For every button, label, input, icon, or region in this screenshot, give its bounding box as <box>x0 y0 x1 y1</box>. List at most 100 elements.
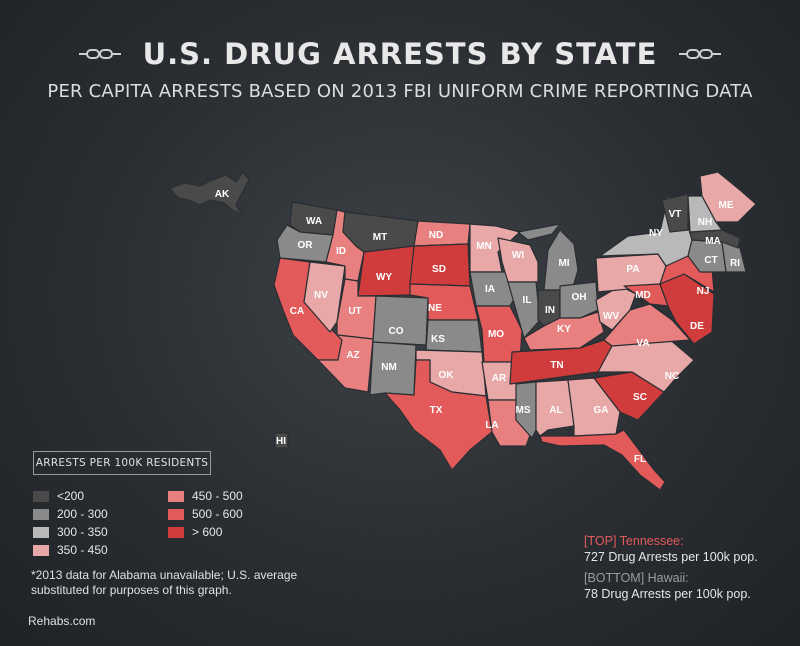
state-me[interactable] <box>699 171 757 223</box>
chain-icon <box>78 49 121 59</box>
legend-label: 450 - 500 <box>192 489 243 503</box>
state-fl[interactable] <box>539 429 666 491</box>
state-co[interactable] <box>372 295 429 346</box>
legend-swatch <box>33 490 49 502</box>
state-label-ct: CT <box>704 255 717 266</box>
state-label-ny: NY <box>649 228 663 239</box>
state-label-fl: FL <box>634 454 646 465</box>
chain-icon <box>679 49 722 59</box>
state-label-nd: ND <box>429 230 443 241</box>
state-label-wa: WA <box>306 216 322 227</box>
legend-item: 300 - 350 <box>33 523 108 541</box>
top-callout-body: 727 Drug Arrests per 100k pop. <box>584 550 758 564</box>
page-title: U.S. DRUG ARRESTS BY STATE <box>142 37 658 71</box>
state-label-md: MD <box>635 290 651 301</box>
legend-swatch <box>168 508 184 520</box>
legend-item: 350 - 450 <box>33 541 108 559</box>
state-label-mi: MI <box>558 258 569 269</box>
legend-label: 300 - 350 <box>57 525 108 539</box>
state-nh[interactable] <box>687 195 723 233</box>
state-label-az: AZ <box>346 350 359 361</box>
state-label-ms: MS <box>516 405 531 416</box>
state-label-nv: NV <box>314 290 328 301</box>
state-label-mn: MN <box>476 241 492 252</box>
state-label-tx: TX <box>430 405 443 416</box>
state-label-ky: KY <box>557 324 571 335</box>
state-label-ak: AK <box>215 189 230 200</box>
state-oh[interactable] <box>559 281 599 319</box>
legend-item: 450 - 500 <box>168 487 243 505</box>
state-vt[interactable] <box>661 193 689 233</box>
state-hi[interactable] <box>274 432 289 449</box>
state-label-wv: WV <box>603 311 619 322</box>
state-label-nc: NC <box>665 371 679 382</box>
bottom-callout-body: 78 Drug Arrests per 100k pop. <box>584 587 751 601</box>
state-label-il: IL <box>523 295 532 306</box>
state-label-or: OR <box>298 240 314 251</box>
state-label-hi: HI <box>276 436 286 447</box>
legend-item: 500 - 600 <box>168 505 243 523</box>
state-label-wi: WI <box>512 250 524 261</box>
footnote: *2013 data for Alabama unavailable; U.S.… <box>31 568 298 597</box>
state-tx[interactable] <box>384 359 493 471</box>
source-credit: Rehabs.com <box>28 614 96 628</box>
state-label-ga: GA <box>594 405 609 416</box>
state-label-pa: PA <box>626 264 639 275</box>
state-label-ia: IA <box>485 284 495 295</box>
state-label-ri: RI <box>730 258 740 269</box>
state-label-in: IN <box>545 305 555 316</box>
legend-title: ARRESTS PER 100K RESIDENTS <box>33 451 211 475</box>
state-label-co: CO <box>389 326 404 337</box>
legend-item: <200 <box>33 487 108 505</box>
state-ms[interactable] <box>515 381 537 439</box>
legend-swatch <box>33 526 49 538</box>
state-label-nj: NJ <box>697 286 710 297</box>
state-label-sd: SD <box>432 264 446 275</box>
legend-label: 350 - 450 <box>57 543 108 557</box>
legend-swatch <box>33 508 49 520</box>
legend-swatch <box>168 526 184 538</box>
state-label-ar: AR <box>492 373 507 384</box>
state-sc[interactable] <box>593 371 665 421</box>
subtitle: PER CAPITA ARRESTS BASED ON 2013 FBI UNI… <box>47 81 753 102</box>
state-label-nm: NM <box>381 362 397 373</box>
state-label-me: ME <box>719 200 734 211</box>
legend-label: <200 <box>57 489 85 503</box>
state-label-mt: MT <box>373 232 387 243</box>
state-ak[interactable] <box>169 171 250 215</box>
legend-label: > 600 <box>192 525 223 539</box>
state-label-oh: OH <box>572 292 587 303</box>
state-wy[interactable] <box>357 245 415 297</box>
top-callout: [TOP] Tennessee: 727 Drug Arrests per 10… <box>584 533 758 565</box>
legend-column-right: 450 - 500 500 - 600 > 600 <box>168 487 243 541</box>
state-label-tn: TN <box>550 360 563 371</box>
legend-label: 500 - 600 <box>192 507 243 521</box>
state-label-al: AL <box>549 405 562 416</box>
state-label-sc: SC <box>633 392 647 403</box>
state-label-ne: NE <box>428 303 442 314</box>
state-label-de: DE <box>690 321 704 332</box>
state-il[interactable] <box>507 281 541 339</box>
legend-label: 200 - 300 <box>57 507 108 521</box>
state-md[interactable] <box>623 283 669 307</box>
legend-item: > 600 <box>168 523 243 541</box>
state-label-la: LA <box>485 420 498 431</box>
state-label-ca: CA <box>290 306 304 317</box>
bottom-callout: [BOTTOM] Hawaii: 78 Drug Arrests per 100… <box>584 570 751 602</box>
state-label-va: VA <box>636 338 649 349</box>
bottom-callout-head: [BOTTOM] Hawaii: <box>584 571 689 585</box>
state-label-nh: NH <box>698 217 712 228</box>
top-callout-head: [TOP] Tennessee: <box>584 534 684 548</box>
state-label-mo: MO <box>488 329 504 340</box>
state-label-vt: VT <box>669 209 682 220</box>
state-label-id: ID <box>336 246 346 257</box>
state-label-ks: KS <box>431 334 445 345</box>
title-row: U.S. DRUG ARRESTS BY STATE <box>0 34 800 74</box>
legend-column-left: <200 200 - 300 300 - 350 350 - 450 <box>33 487 108 559</box>
state-label-ok: OK <box>439 370 455 381</box>
state-labels: AK HI WA OR CA NV ID MT WY UT AZ CO NM N… <box>215 189 740 465</box>
state-label-wy: WY <box>376 272 392 283</box>
state-wi[interactable] <box>497 237 539 283</box>
legend-swatch <box>33 544 49 556</box>
